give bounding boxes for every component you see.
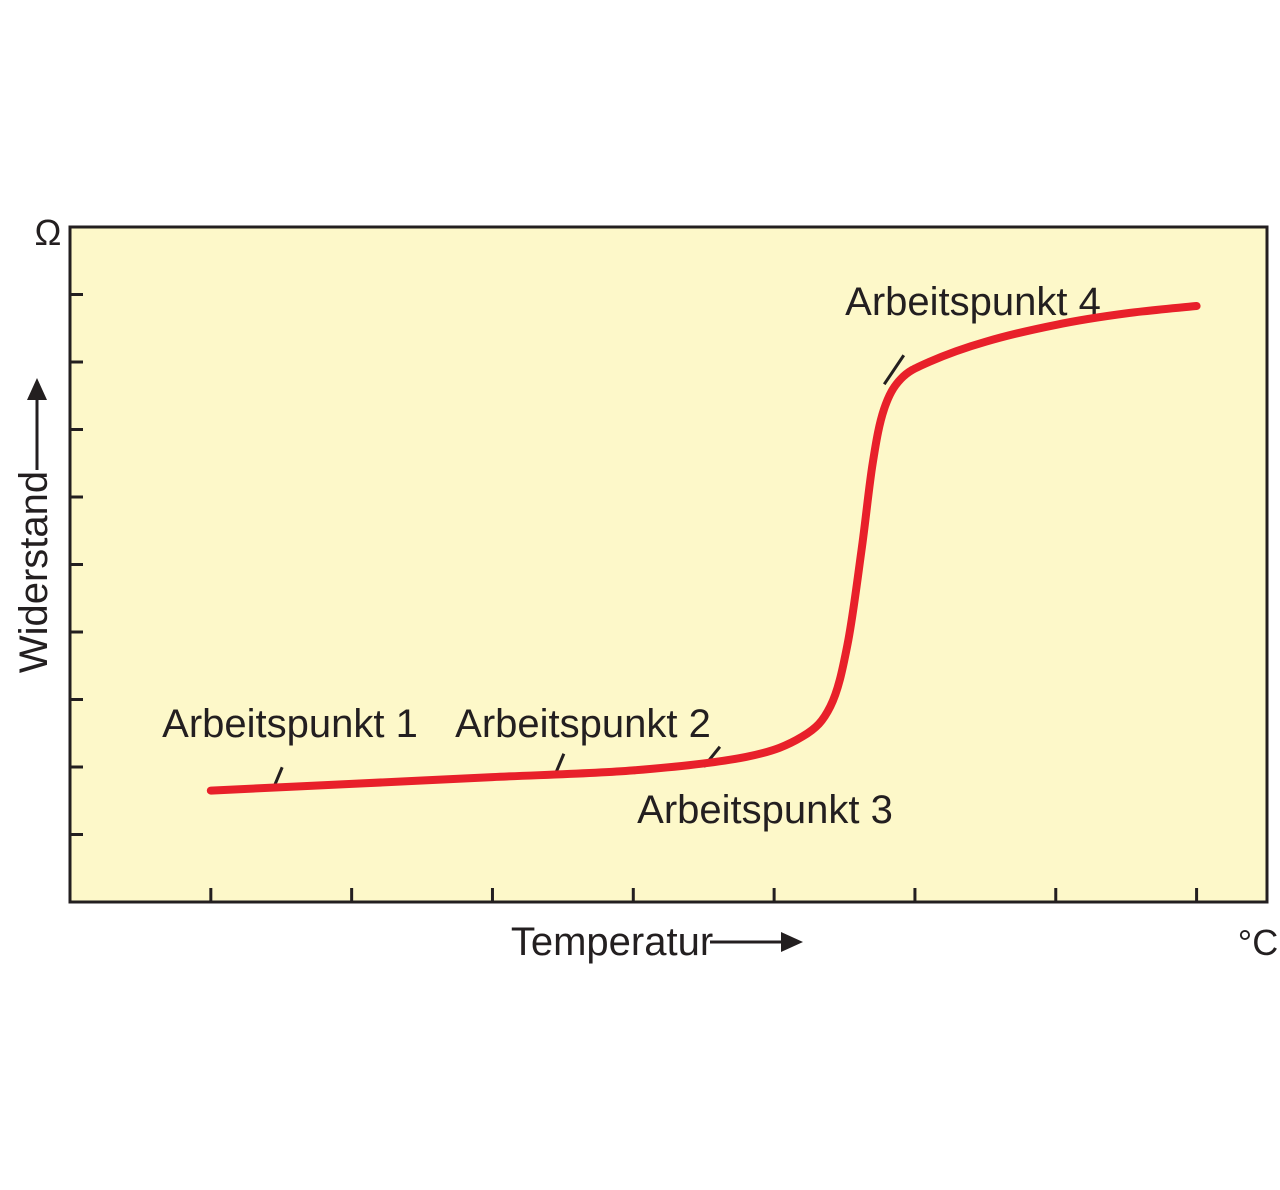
annotation-leader <box>882 354 906 386</box>
y-axis-arrow <box>27 378 47 470</box>
x-axis-title: Temperatur <box>511 920 713 964</box>
annotation-label: Arbeitspunkt 3 <box>637 788 893 832</box>
annotation-label: Arbeitspunkt 1 <box>162 702 418 746</box>
annotation-label: Arbeitspunkt 4 <box>845 280 1101 324</box>
x-unit: °C <box>1238 922 1278 963</box>
annotation-label: Arbeitspunkt 2 <box>455 702 711 746</box>
y-unit: Ω <box>35 212 62 253</box>
series-line <box>206 302 1201 795</box>
x-axis-arrow <box>710 932 803 952</box>
y-axis-title: Widerstand <box>12 471 56 673</box>
